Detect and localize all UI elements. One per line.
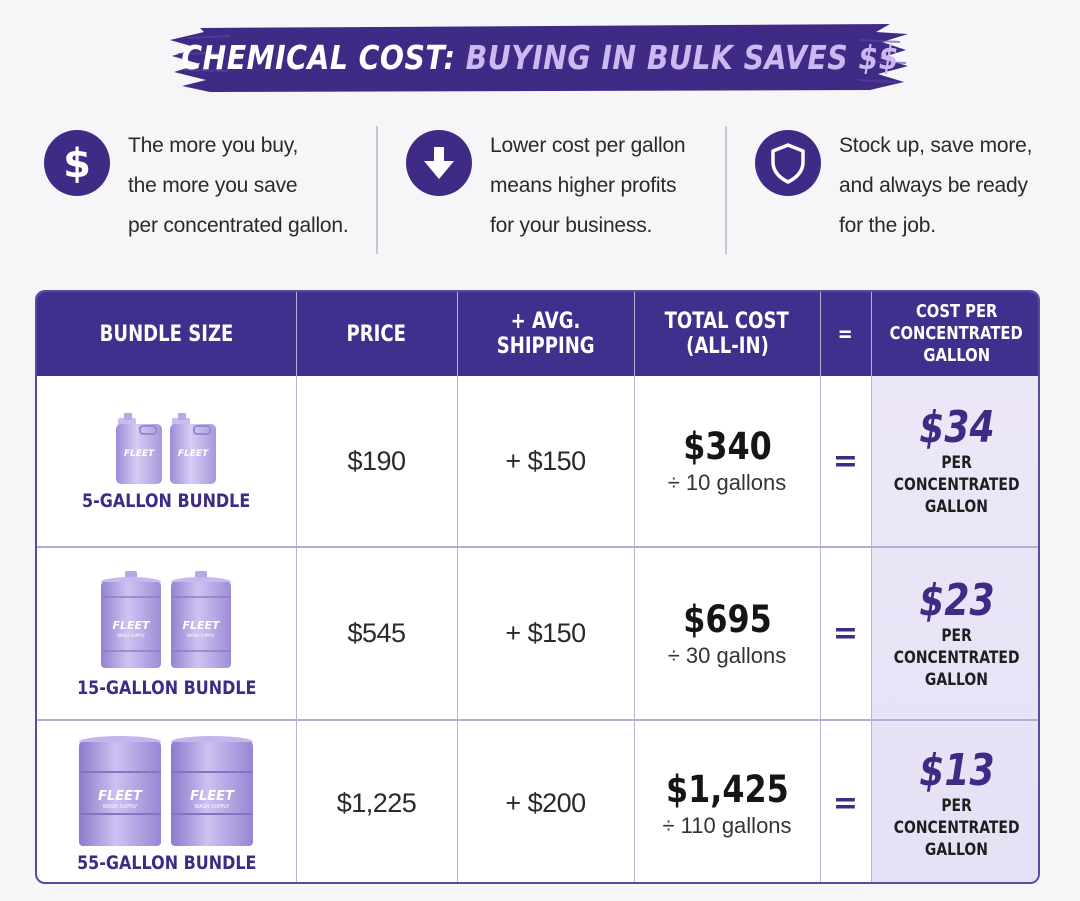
product-brand: FLEET [190, 789, 235, 804]
total-value: $340 [682, 425, 772, 468]
divisor-text: ÷ 30 gallons [667, 642, 787, 668]
cost-per-gallon-value: $23 [918, 574, 995, 626]
header-equals: = [837, 321, 854, 347]
shipping-cell: + $150 [457, 548, 634, 719]
feature-line: The more you buy, [128, 134, 299, 157]
brush-stroke-background [170, 24, 908, 92]
total-cell: $695 ÷ 30 gallons [634, 548, 820, 719]
feature-line: the more you save [128, 174, 298, 197]
price-value: $190 [347, 445, 406, 476]
cost-per-gallon-unit: PER CONCENTRATED GALLON [893, 453, 1020, 517]
equals-cell: = [820, 376, 871, 546]
bundle-label: 5-GALLON BUNDLE [82, 490, 251, 512]
feature-text: Stock up, save more, and always be ready… [839, 126, 1032, 246]
product-subbrand: WASH SUPPLY [194, 804, 230, 810]
shipping-cell: + $200 [457, 721, 634, 882]
feature-text: Lower cost per gallon means higher profi… [490, 126, 686, 246]
feature-line: Stock up, save more, [839, 134, 1033, 157]
page-title: CHEMICAL COST: BUYING IN BULK SAVES $$ [181, 20, 898, 94]
bundle-label: 55-GALLON BUNDLE [76, 851, 257, 874]
shield-icon [755, 130, 821, 196]
row-divider [37, 719, 1038, 721]
shipping-value: + $200 [505, 788, 586, 818]
cost-per-gallon-highlight [871, 376, 1038, 882]
feature-line: for the job. [839, 214, 936, 237]
row-divider [37, 546, 1038, 548]
title-banner: CHEMICAL COST: BUYING IN BULK SAVES $$ [170, 20, 910, 94]
cost-per-gallon-value: $13 [918, 744, 995, 796]
shipping-cell: + $150 [457, 376, 634, 546]
pricing-table: BUNDLE SIZE PRICE + AVG. SHIPPING TOTAL … [35, 290, 1040, 884]
shipping-value: + $150 [505, 618, 586, 648]
header-price: PRICE [346, 321, 407, 347]
feature-line: for your business. [490, 214, 653, 237]
column-divider [296, 292, 297, 882]
total-value: $695 [682, 597, 772, 641]
product-brand: FLEET [182, 619, 221, 632]
product-subbrand: WASH SUPPLY [187, 633, 215, 638]
price-value: $545 [347, 618, 406, 648]
header-cost-per-gallon: COST PER CONCENTRATED GALLON [889, 301, 1024, 366]
cost-per-gallon-unit: PER CONCENTRATED GALLON [893, 795, 1020, 860]
price-cell: $545 [296, 548, 457, 719]
column-divider [634, 292, 635, 882]
equals-cell: = [820, 548, 871, 719]
total-value: $1,425 [665, 767, 789, 811]
column-divider [820, 292, 821, 882]
bundle-cell-5-gallon: FLEET FLEET 5-GALLON BUNDLE [37, 376, 296, 546]
feature-more-you-buy: $ The more you buy, the more you save pe… [44, 126, 374, 256]
price-cell: $1,225 [296, 721, 457, 882]
total-cell: $340 ÷ 10 gallons [634, 376, 820, 546]
total-cell: $1,425 ÷ 110 gallons [634, 721, 820, 882]
feature-lower-cost: Lower cost per gallon means higher profi… [406, 126, 726, 256]
title-part-2: BUYING IN BULK SAVES $$ [465, 37, 899, 77]
title-part-1: CHEMICAL COST: [181, 37, 456, 77]
feature-line: per concentrated gallon. [128, 214, 349, 237]
table-header: BUNDLE SIZE PRICE + AVG. SHIPPING TOTAL … [37, 292, 1038, 376]
product-brand: FLEET [98, 789, 143, 804]
product-brand: FLEET [112, 619, 151, 632]
shipping-value: + $150 [505, 445, 586, 476]
feature-text: The more you buy, the more you save per … [128, 126, 349, 246]
pail-product-image: FLEET WASH SUPPLY FLEET WASH SUPPLY [100, 570, 231, 668]
divisor-text: ÷ 10 gallons [667, 470, 787, 495]
arrow-down-icon [406, 130, 472, 196]
cost-per-gallon-cell: $23 PER CONCENTRATED GALLON [871, 548, 1038, 719]
cost-per-gallon-cell: $13 PER CONCENTRATED GALLON [871, 721, 1038, 882]
divisor-text: ÷ 110 gallons [662, 812, 792, 838]
cost-per-gallon-cell: $34 PER CONCENTRATED GALLON [871, 376, 1038, 546]
bundle-cell-15-gallon: FLEET WASH SUPPLY FLEET WASH SUPPLY 15-G… [37, 548, 296, 719]
column-divider [871, 292, 872, 882]
equals-sign: = [832, 443, 859, 479]
product-subbrand: WASH SUPPLY [117, 633, 145, 638]
feature-stock-up: Stock up, save more, and always be ready… [755, 126, 1065, 256]
bundle-label: 15-GALLON BUNDLE [76, 676, 257, 699]
column-divider [457, 292, 458, 882]
feature-divider [725, 126, 727, 254]
jug-product-image: FLEET FLEET [115, 413, 216, 484]
feature-line: means higher profits [490, 174, 677, 197]
feature-divider [376, 126, 378, 254]
price-value: $1,225 [336, 788, 417, 818]
dollar-icon: $ [44, 130, 110, 196]
header-bundle-size: BUNDLE SIZE [99, 321, 234, 347]
product-brand: FLEET [123, 449, 154, 459]
bundle-cell-55-gallon: FLEET WASH SUPPLY FLEET WASH SUPPLY 55-G… [37, 721, 296, 882]
feature-line: and always be ready [839, 174, 1028, 197]
equals-sign: = [832, 786, 859, 821]
svg-text:$: $ [63, 141, 91, 185]
equals-sign: = [832, 616, 859, 651]
equals-cell: = [820, 721, 871, 882]
feature-line: Lower cost per gallon [490, 134, 686, 157]
header-total-cost: TOTAL COST (ALL-IN) [664, 309, 790, 359]
cost-per-gallon-value: $34 [918, 402, 995, 453]
product-subbrand: WASH SUPPLY [102, 804, 138, 810]
product-brand: FLEET [177, 449, 208, 459]
cost-per-gallon-unit: PER CONCENTRATED GALLON [893, 625, 1020, 690]
price-cell: $190 [296, 376, 457, 546]
header-shipping: + AVG. SHIPPING [496, 309, 595, 359]
drum-product-image: FLEET WASH SUPPLY FLEET WASH SUPPLY [78, 735, 253, 846]
